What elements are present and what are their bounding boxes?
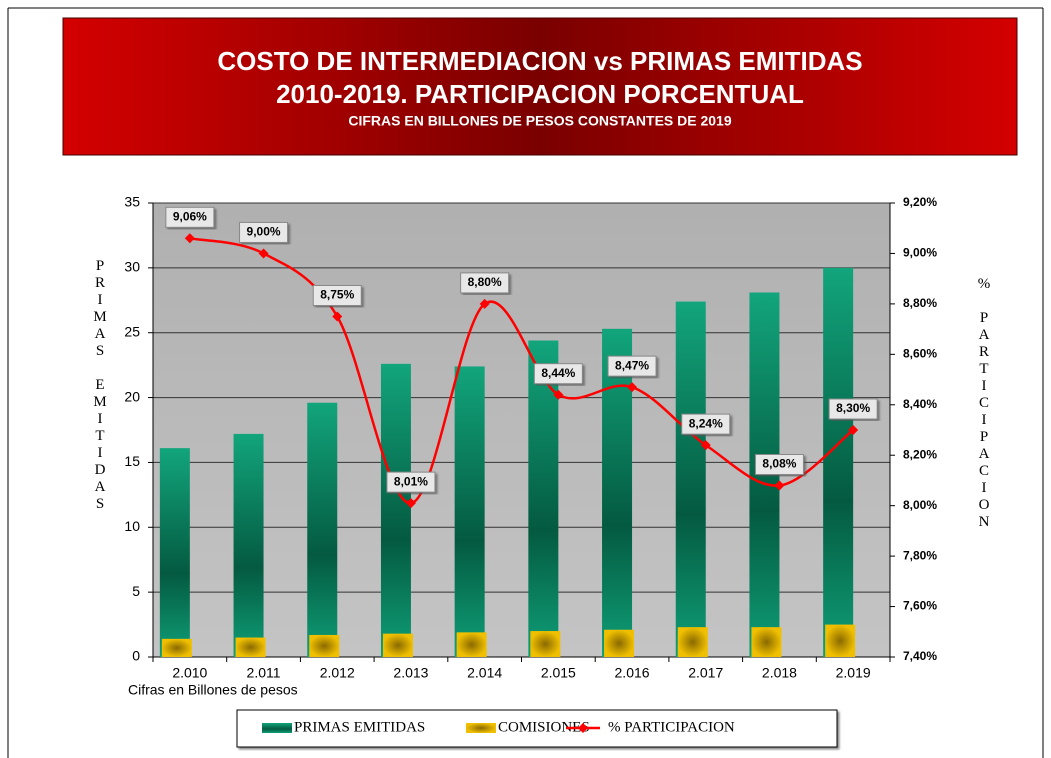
- bar: [161, 638, 192, 657]
- y2-axis-label: % PARTICIPACION: [976, 276, 992, 531]
- data-label: 8,80%: [468, 275, 502, 289]
- marker: [848, 425, 859, 435]
- note: Cifras en Billones de pesos: [128, 682, 298, 698]
- marker: [258, 248, 269, 259]
- bar: [751, 627, 782, 657]
- data-label-box: [754, 453, 804, 475]
- bar: [677, 627, 708, 657]
- y2-tick-label: 9,20%: [903, 195, 937, 209]
- y2-tick-label: 7,40%: [903, 649, 937, 663]
- bar: [456, 632, 487, 657]
- data-label-box: [312, 285, 362, 306]
- legend-label: % PARTICIPACION: [608, 719, 735, 735]
- bar: [380, 363, 411, 657]
- y-tick-label: 35: [124, 194, 140, 210]
- x-tick-label: 2.014: [467, 665, 502, 681]
- y-tick-label: 5: [132, 583, 140, 599]
- marker: [405, 498, 416, 509]
- legend-label: COMISIONES: [498, 719, 590, 735]
- data-label: 8,24%: [689, 416, 723, 430]
- data-label: 8,01%: [394, 474, 428, 488]
- x-tick-label: 2.011: [247, 665, 281, 681]
- bar: [307, 402, 338, 657]
- marker: [479, 298, 490, 309]
- y2-tick-label: 8,00%: [903, 498, 937, 512]
- bar: [382, 633, 413, 657]
- chart-title: COSTO DE INTERMEDIACION vs PRIMAS EMITID…: [217, 46, 862, 76]
- chart-subtitle: CIFRAS EN BILLONES DE PESOS CONSTANTES D…: [348, 113, 731, 129]
- data-label-box: [239, 221, 289, 243]
- y2-tick-label: 8,40%: [903, 397, 937, 411]
- data-label-box: [533, 363, 583, 385]
- legend-marker: [578, 723, 588, 733]
- data-label: 8,08%: [762, 457, 796, 471]
- x-tick-label: 2.012: [320, 665, 355, 681]
- data-label: 8,30%: [836, 401, 870, 415]
- bar: [530, 631, 561, 657]
- bar: [159, 448, 190, 657]
- marker: [627, 382, 638, 393]
- y2-tick-label: 7,60%: [903, 599, 937, 613]
- x-tick-label: 2.019: [836, 665, 871, 681]
- data-label: 8,75%: [320, 288, 354, 302]
- bar: [309, 634, 340, 657]
- bar: [528, 340, 559, 657]
- marker: [553, 389, 564, 400]
- y-tick-label: 10: [124, 518, 140, 534]
- bar: [235, 637, 266, 657]
- y-tick-label: 20: [124, 388, 140, 404]
- data-label-box: [828, 398, 878, 420]
- legend-swatch: [466, 723, 496, 733]
- marker: [332, 311, 343, 322]
- marker: [774, 480, 785, 491]
- bar: [675, 301, 706, 657]
- y-tick-label: 0: [132, 648, 140, 664]
- bar: [604, 629, 635, 657]
- x-tick-label: 2.010: [172, 665, 207, 681]
- bar: [825, 624, 856, 657]
- bar: [454, 366, 485, 657]
- title-banner: [62, 17, 1018, 156]
- y2-tick-label: 7,80%: [903, 548, 937, 562]
- y-tick-label: 25: [124, 323, 140, 339]
- marker: [700, 440, 711, 451]
- chart-title: 2010-2019. PARTICIPACION PORCENTUAL: [276, 79, 804, 109]
- data-label-box: [165, 206, 215, 228]
- y2-tick-label: 8,80%: [903, 296, 937, 310]
- bar: [602, 328, 633, 657]
- legend: [236, 709, 838, 748]
- y2-tick-label: 9,00%: [903, 246, 937, 260]
- data-label: 9,06%: [173, 209, 207, 223]
- data-label-box: [460, 272, 510, 294]
- x-tick-label: 2.017: [688, 665, 723, 681]
- y2-tick-label: 8,20%: [903, 447, 937, 461]
- x-tick-label: 2.016: [615, 665, 650, 681]
- data-label-box: [386, 471, 436, 493]
- data-label: 8,44%: [541, 366, 575, 380]
- y-axis-label: PRIMAS EMITIDAS: [92, 258, 108, 513]
- x-tick-label: 2.015: [541, 665, 576, 681]
- legend-label: PRIMAS EMITIDAS: [294, 719, 425, 735]
- marker: [184, 233, 195, 244]
- bar: [233, 433, 264, 657]
- y-tick-label: 30: [124, 259, 140, 275]
- legend-swatch: [262, 723, 292, 733]
- y2-tick-label: 8,60%: [903, 347, 937, 361]
- x-tick-label: 2.018: [762, 665, 797, 681]
- data-label: 9,00%: [247, 225, 281, 239]
- data-label-box: [607, 355, 657, 377]
- x-tick-label: 2.013: [393, 665, 428, 681]
- y-tick-label: 15: [124, 453, 140, 469]
- data-label: 8,47%: [615, 358, 649, 372]
- bar: [823, 267, 854, 657]
- data-label-box: [681, 413, 731, 435]
